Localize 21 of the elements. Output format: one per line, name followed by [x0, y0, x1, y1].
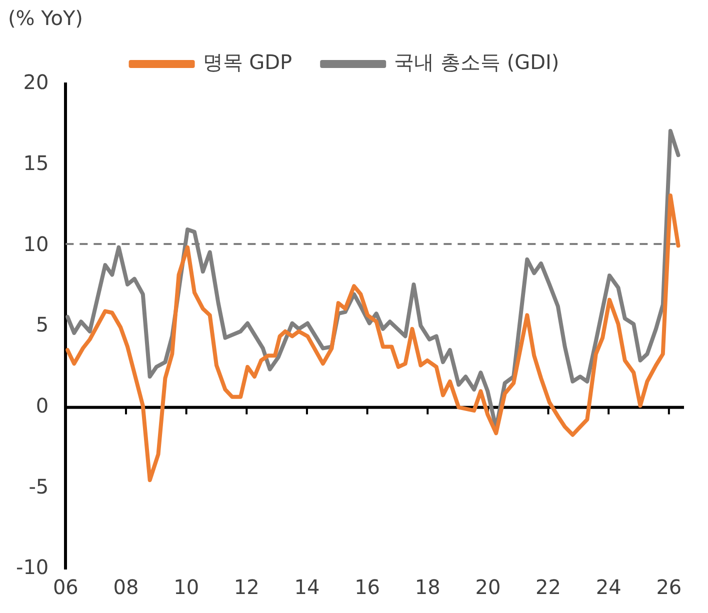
x-tick-label: 18	[414, 575, 440, 600]
legend-label: 명목 GDP	[202, 50, 292, 74]
x-tick-label: 14	[294, 575, 320, 600]
y-tick-label: 20	[23, 70, 49, 94]
y-tick-label: -10	[16, 555, 49, 580]
y-tick-label: 15	[23, 151, 49, 176]
x-tick-label: 10	[174, 575, 200, 600]
y-tick-label: 10	[23, 232, 49, 256]
x-tick-label: 08	[113, 575, 139, 600]
x-tick-label: 06	[52, 575, 78, 600]
x-tick-label: 20	[475, 575, 501, 600]
x-tick-label: 12	[234, 575, 260, 600]
x-tick-label: 22	[536, 575, 561, 600]
legend-label: 국내 총소득 (GDI)	[394, 50, 560, 74]
y-tick-label: 0	[36, 394, 49, 418]
y-tick-label: 5	[36, 312, 49, 337]
x-tick-label: 24	[596, 575, 622, 600]
y-tick-label: -5	[28, 474, 49, 498]
x-tick-label: 16	[354, 575, 380, 600]
y-axis-title: (% YoY)	[8, 6, 83, 30]
x-tick-label: 26	[656, 575, 682, 600]
